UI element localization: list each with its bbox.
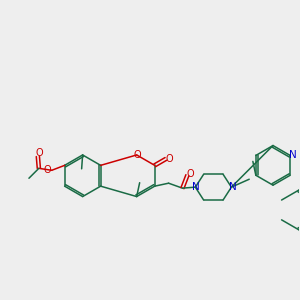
Text: O: O xyxy=(134,150,142,160)
Text: O: O xyxy=(165,154,172,164)
Text: O: O xyxy=(187,169,194,179)
Text: O: O xyxy=(35,148,43,158)
Text: O: O xyxy=(44,165,52,175)
Text: N: N xyxy=(289,150,297,161)
Text: N: N xyxy=(230,182,237,192)
Text: N: N xyxy=(192,182,200,192)
